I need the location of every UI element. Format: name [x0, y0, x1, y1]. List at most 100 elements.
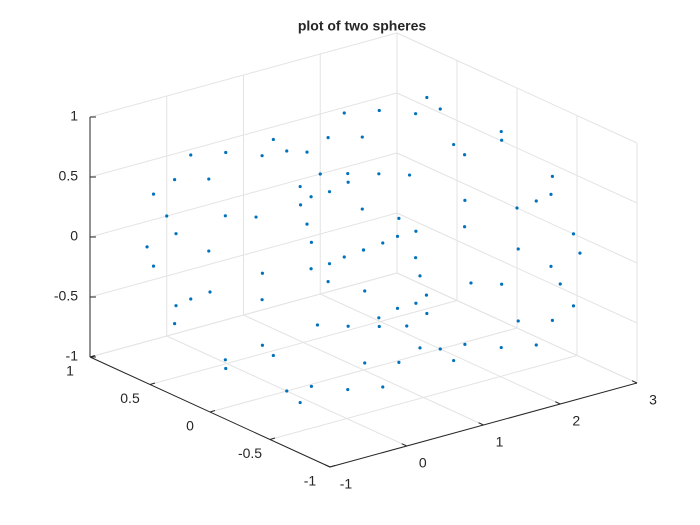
point [260, 343, 265, 347]
point [173, 178, 177, 182]
point [315, 323, 320, 327]
point [500, 138, 504, 142]
point [377, 108, 381, 113]
point [346, 171, 350, 176]
point [438, 107, 442, 111]
point [578, 251, 582, 255]
point [363, 289, 367, 293]
x-tick [631, 380, 638, 384]
chart-title: plot of two spheres [298, 18, 427, 34]
point [418, 346, 422, 350]
point [165, 214, 169, 218]
point [462, 225, 467, 229]
point [381, 385, 385, 389]
point [342, 111, 346, 115]
point [260, 154, 264, 158]
x-tick [324, 464, 331, 468]
point [305, 222, 309, 226]
point [327, 190, 332, 194]
point [549, 264, 553, 268]
point [346, 180, 350, 184]
y-tick-label: 1 [66, 363, 74, 379]
x-tick-label: -1 [340, 476, 353, 492]
point [413, 256, 418, 260]
point [305, 150, 309, 154]
grid-line [396, 212, 638, 324]
point [377, 172, 381, 176]
x-tick [555, 401, 561, 405]
point [424, 293, 429, 297]
point [397, 216, 401, 220]
point [425, 95, 429, 100]
y-tick [329, 465, 336, 468]
point [342, 255, 346, 259]
point [151, 264, 156, 268]
grid-line [89, 152, 398, 238]
grid-line [396, 272, 638, 384]
point [405, 324, 409, 328]
y-tick [269, 437, 276, 440]
y-tick [209, 410, 216, 413]
point [207, 249, 211, 253]
grid-line [89, 92, 398, 178]
point [413, 112, 418, 116]
point [223, 214, 227, 218]
z-tick-label: -1 [66, 348, 79, 364]
point [151, 192, 156, 196]
point [346, 387, 350, 392]
point [452, 142, 456, 147]
point [346, 324, 350, 328]
point [271, 353, 275, 358]
y-tick-label: 0.5 [120, 390, 140, 406]
point [326, 280, 330, 284]
point [438, 347, 442, 351]
y-tick [149, 382, 156, 385]
point [395, 306, 400, 310]
grid-line [269, 355, 578, 440]
point [534, 343, 538, 347]
point [550, 174, 554, 178]
grid-line [396, 92, 638, 204]
point [534, 199, 538, 203]
grid-line [149, 300, 458, 385]
x-tick [401, 443, 407, 447]
point [407, 173, 412, 177]
y-tick-label: -0.5 [238, 445, 262, 461]
grid-line [89, 212, 398, 298]
point [145, 245, 149, 249]
grid-line [89, 32, 398, 118]
point [549, 192, 553, 196]
point [309, 267, 313, 271]
point [558, 282, 562, 286]
point [174, 304, 178, 308]
x-tick-label: 2 [572, 413, 580, 429]
point [318, 172, 322, 176]
y-tick-label: 0 [186, 418, 194, 434]
point [397, 360, 401, 364]
point [361, 248, 366, 252]
point [271, 137, 275, 142]
x-tick-label: 3 [649, 392, 657, 408]
point [309, 240, 314, 244]
z-tick-label: 1 [70, 108, 78, 124]
point [452, 358, 456, 363]
point [173, 322, 177, 326]
point [298, 400, 302, 405]
point [174, 232, 178, 236]
point [223, 358, 227, 362]
point [462, 153, 467, 157]
point [500, 282, 504, 286]
point [360, 135, 364, 139]
grid-line [89, 272, 398, 358]
point [224, 366, 228, 371]
z-tick-label: 0 [70, 228, 78, 244]
x-tick [478, 422, 484, 426]
point [285, 389, 289, 393]
point [208, 290, 212, 294]
point [298, 203, 303, 207]
point [414, 301, 418, 305]
point [571, 304, 576, 308]
point [309, 384, 314, 388]
point [515, 206, 519, 210]
